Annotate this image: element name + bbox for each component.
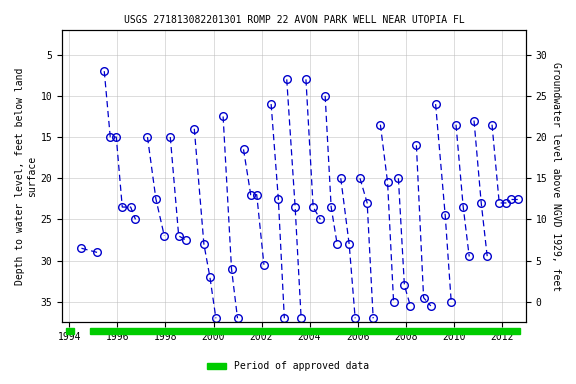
Legend: Period of approved data: Period of approved data xyxy=(203,358,373,375)
Bar xyxy=(66,328,74,334)
Y-axis label: Depth to water level, feet below land
surface: Depth to water level, feet below land su… xyxy=(15,68,37,285)
Bar xyxy=(90,328,520,334)
Title: USGS 271813082201301 ROMP 22 AVON PARK WELL NEAR UTOPIA FL: USGS 271813082201301 ROMP 22 AVON PARK W… xyxy=(124,15,464,25)
Y-axis label: Groundwater level above NGVD 1929, feet: Groundwater level above NGVD 1929, feet xyxy=(551,61,561,291)
